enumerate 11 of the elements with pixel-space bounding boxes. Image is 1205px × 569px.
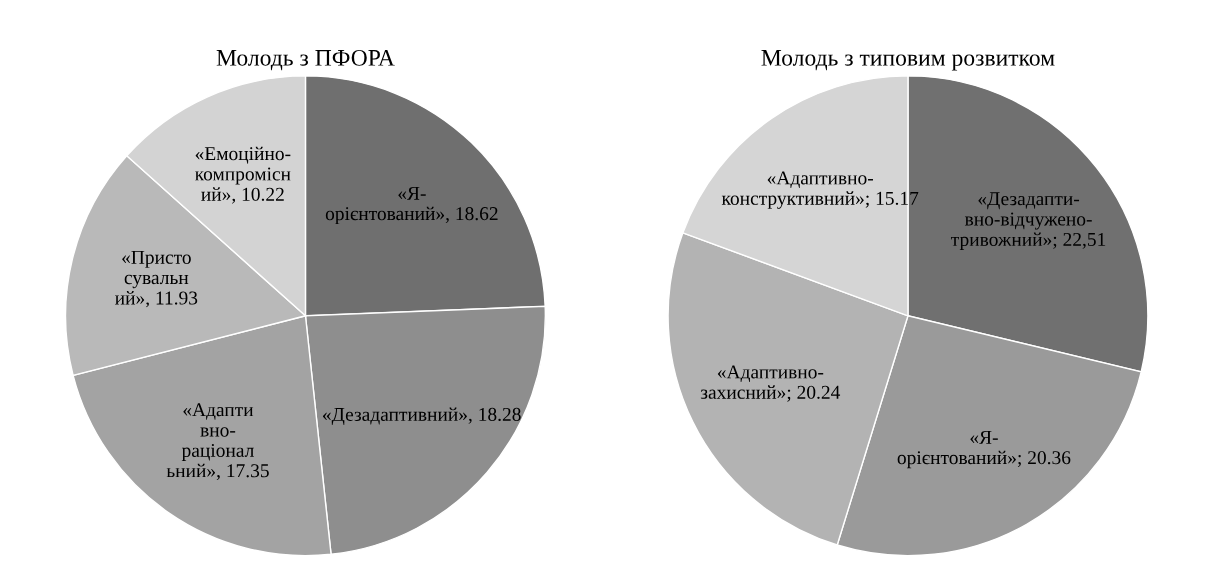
slice-label: «Присто сувальн ий», 11.93 bbox=[115, 250, 198, 308]
slice-label: «Адаптивно- конструктивний»; 15.17 bbox=[721, 171, 919, 209]
slice-label: «Дезадапти- вно-відчужено- тривожний»; 22,51 bbox=[951, 192, 1106, 250]
slice-label: «Адаптивно- захисний»; 20.24 bbox=[700, 365, 841, 402]
slice-label: «Я- орієнтований», 18.62 bbox=[325, 186, 498, 225]
chart-title: Молодь з типовим розвитком bbox=[761, 50, 1055, 71]
slice-label: «Я- орієнтований»; 20.36 bbox=[897, 430, 1071, 469]
chart-title: Молодь з ПФОРА bbox=[216, 49, 395, 71]
slice-label: «Дезадаптивний», 18.28 bbox=[322, 407, 521, 425]
slice-label: «Адапти вно- раціонал ьний», 17.35 bbox=[166, 403, 269, 481]
slice-label: «Емоційно- компромісн ий», 10.22 bbox=[195, 146, 291, 204]
